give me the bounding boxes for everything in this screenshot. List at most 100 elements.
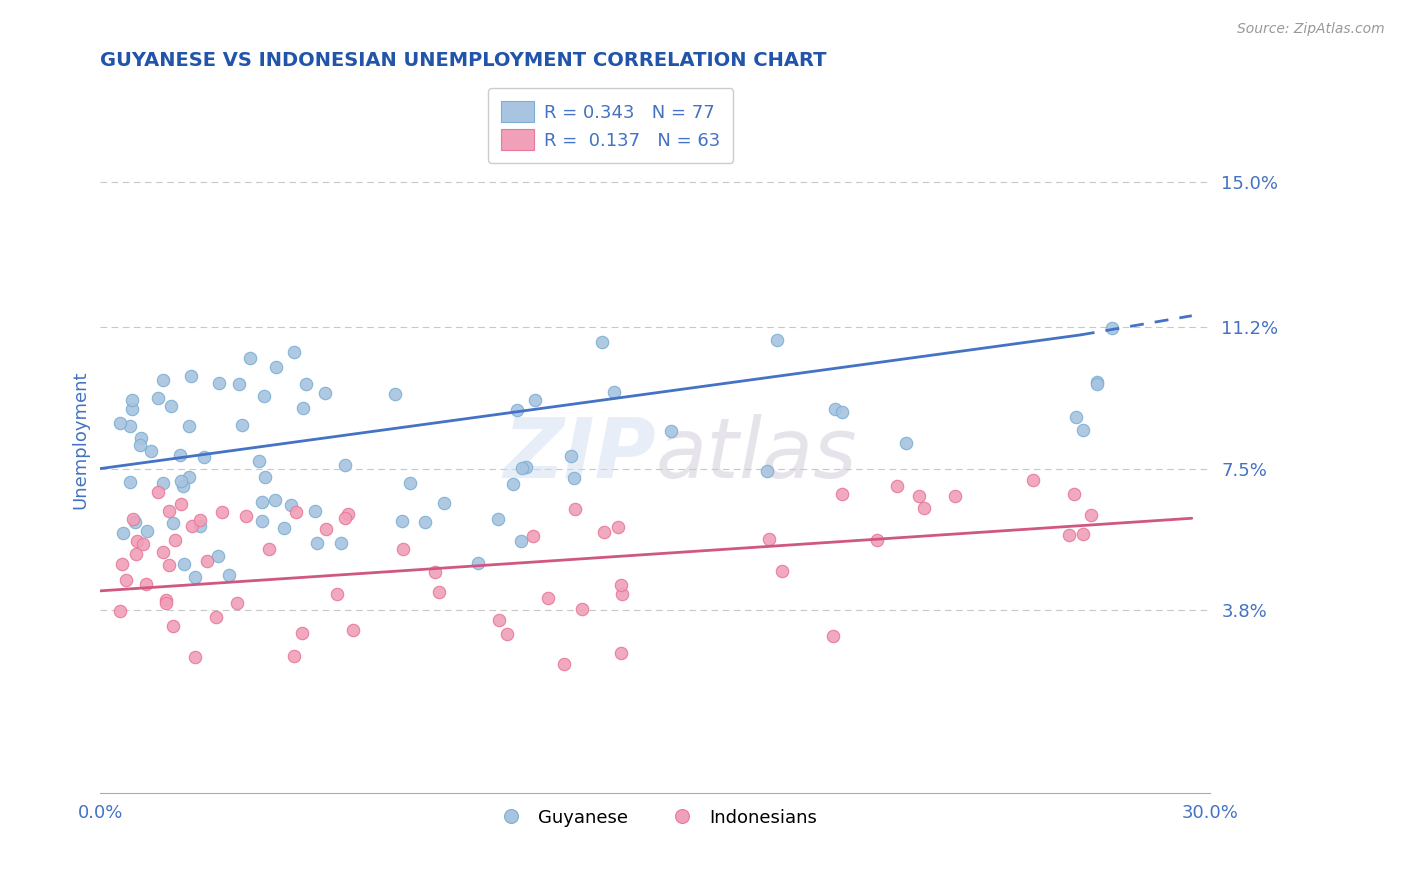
Point <box>908 489 931 503</box>
Point <box>522 529 544 543</box>
Point <box>247 454 270 468</box>
Point <box>253 388 276 402</box>
Point <box>342 624 364 638</box>
Point <box>124 515 146 529</box>
Point <box>160 399 183 413</box>
Point <box>157 558 180 573</box>
Point <box>770 564 793 578</box>
Point <box>295 376 318 391</box>
Point <box>135 524 157 538</box>
Point <box>553 657 575 671</box>
Point <box>170 475 193 489</box>
Point <box>292 401 315 415</box>
Legend: Guyanese, Indonesians: Guyanese, Indonesians <box>486 801 825 834</box>
Point <box>250 514 273 528</box>
Point <box>831 487 853 501</box>
Text: GUYANESE VS INDONESIAN UNEMPLOYMENT CORRELATION CHART: GUYANESE VS INDONESIAN UNEMPLOYMENT CORR… <box>100 51 827 70</box>
Point <box>560 450 582 464</box>
Point <box>188 513 211 527</box>
Point <box>155 593 177 607</box>
Point <box>283 648 305 663</box>
Point <box>152 475 174 490</box>
Point <box>515 459 537 474</box>
Point <box>131 537 153 551</box>
Point <box>135 577 157 591</box>
Point <box>263 492 285 507</box>
Point <box>562 471 585 485</box>
Point <box>112 525 135 540</box>
Point <box>467 556 489 570</box>
Point <box>392 541 415 556</box>
Point <box>120 475 142 489</box>
Point <box>173 557 195 571</box>
Point <box>1063 487 1085 501</box>
Point <box>943 489 966 503</box>
Point <box>226 596 249 610</box>
Point <box>506 402 529 417</box>
Point <box>510 534 533 549</box>
Point <box>121 512 143 526</box>
Point <box>218 568 240 582</box>
Point <box>335 510 357 524</box>
Point <box>866 533 889 547</box>
Point <box>146 391 169 405</box>
Point <box>659 424 682 438</box>
Point <box>512 461 534 475</box>
Point <box>384 386 406 401</box>
Point <box>231 418 253 433</box>
Point <box>488 613 510 627</box>
Point <box>125 547 148 561</box>
Point <box>188 519 211 533</box>
Point <box>496 626 519 640</box>
Point <box>502 477 524 491</box>
Point <box>165 533 187 547</box>
Point <box>591 334 613 349</box>
Point <box>172 478 194 492</box>
Point <box>184 570 207 584</box>
Point <box>314 385 336 400</box>
Point <box>537 591 560 605</box>
Point <box>896 435 918 450</box>
Point <box>1071 423 1094 437</box>
Point <box>325 587 347 601</box>
Point <box>155 596 177 610</box>
Point <box>606 520 628 534</box>
Point <box>169 448 191 462</box>
Point <box>110 416 132 430</box>
Point <box>333 458 356 472</box>
Point <box>152 373 174 387</box>
Point <box>129 438 152 452</box>
Point <box>610 646 633 660</box>
Point <box>1073 527 1095 541</box>
Point <box>307 536 329 550</box>
Point <box>1087 376 1109 390</box>
Point <box>131 431 153 445</box>
Point <box>121 401 143 416</box>
Point <box>824 402 846 417</box>
Point <box>108 604 131 618</box>
Point <box>228 376 250 391</box>
Point <box>211 505 233 519</box>
Point <box>1059 528 1081 542</box>
Point <box>766 333 789 347</box>
Point <box>139 443 162 458</box>
Point <box>433 496 456 510</box>
Point <box>391 514 413 528</box>
Point <box>603 384 626 399</box>
Point <box>1101 321 1123 335</box>
Point <box>180 519 202 533</box>
Point <box>195 554 218 568</box>
Point <box>235 508 257 523</box>
Point <box>184 650 207 665</box>
Point <box>169 497 191 511</box>
Point <box>207 549 229 564</box>
Point <box>427 584 450 599</box>
Point <box>250 495 273 509</box>
Point <box>336 507 359 521</box>
Point <box>111 557 134 571</box>
Point <box>121 392 143 407</box>
Point <box>1022 473 1045 487</box>
Point <box>120 418 142 433</box>
Y-axis label: Unemployment: Unemployment <box>72 371 89 509</box>
Point <box>1085 377 1108 392</box>
